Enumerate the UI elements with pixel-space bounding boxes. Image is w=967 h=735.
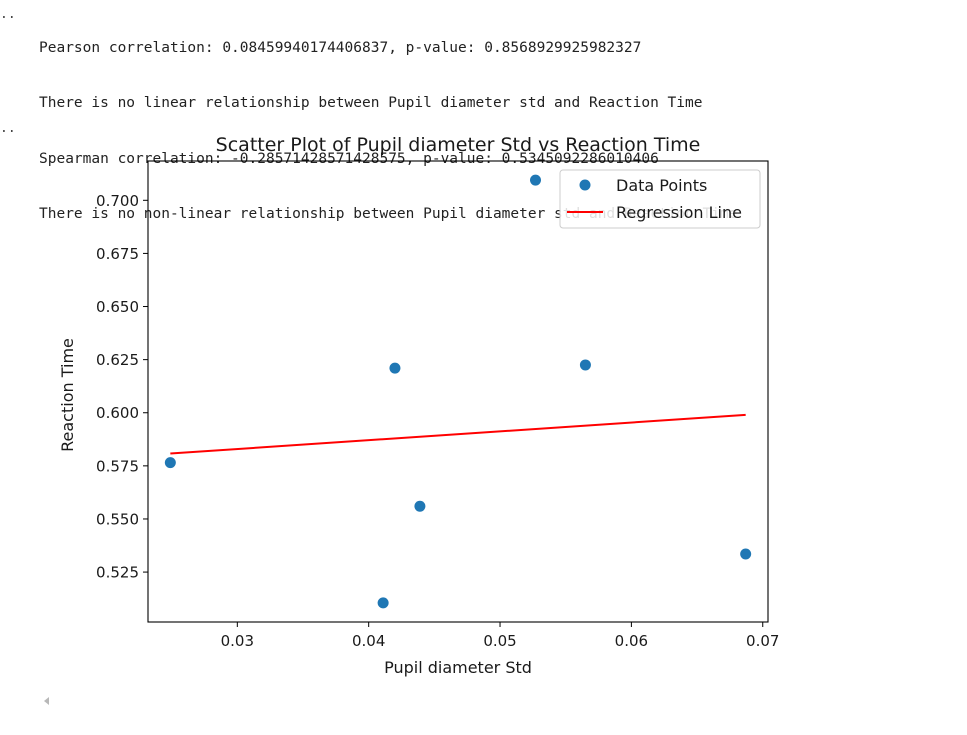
- scatter-chart: Scatter Plot of Pupil diameter Std vs Re…: [58, 134, 779, 677]
- stdout-text: Pearson correlation: 0.08459940174406837…: [39, 5, 737, 258]
- data-point: [377, 597, 389, 609]
- scroll-left-arrow-icon[interactable]: [44, 697, 49, 705]
- legend-marker-data-points: [579, 179, 591, 191]
- scatter-figure: Scatter Plot of Pupil diameter Std vs Re…: [50, 125, 790, 685]
- y-tick-label: 0.550: [96, 510, 139, 528]
- x-tick-label: 0.06: [615, 632, 648, 650]
- y-axis-ticks: 0.525 0.550 0.575 0.600 0.625 0.650 0.675 0.700: [96, 192, 148, 582]
- y-tick-label: 0.700: [96, 192, 139, 210]
- plot-frame: [147, 160, 769, 623]
- x-tick-label: 0.04: [352, 632, 385, 650]
- chart-title: Scatter Plot of Pupil diameter Std vs Re…: [216, 134, 701, 156]
- data-point: [389, 362, 401, 374]
- x-axis-ticks: 0.03 0.04 0.05 0.06 0.07: [221, 622, 779, 650]
- legend-box: [559, 169, 761, 229]
- data-point: [164, 457, 176, 469]
- x-tick-label: 0.03: [221, 632, 254, 650]
- output-prompt-top: ..: [0, 7, 16, 22]
- legend-label-data-points: Data Points: [616, 176, 707, 195]
- spearman-result-line: Spearman correlation: -0.285714285714285…: [39, 150, 659, 167]
- y-tick-label: 0.650: [96, 298, 139, 316]
- chart-series: [164, 174, 752, 609]
- y-tick-label: 0.625: [96, 351, 139, 369]
- data-point: [579, 359, 591, 371]
- linear-conclusion-line: There is no linear relationship between …: [39, 95, 703, 112]
- legend: Data Points Regression Line: [559, 169, 761, 229]
- y-tick-label: 0.600: [96, 404, 139, 422]
- output-prompt-bottom: ..: [0, 121, 16, 136]
- data-point: [530, 174, 541, 186]
- data-point: [414, 500, 426, 512]
- y-tick-label: 0.525: [96, 564, 139, 582]
- pearson-result-line: Pearson correlation: 0.08459940174406837…: [39, 40, 642, 56]
- x-tick-label: 0.07: [746, 632, 779, 650]
- y-tick-label: 0.675: [96, 245, 139, 263]
- regression-line: [170, 413, 746, 455]
- y-axis-label: Reaction Time: [58, 338, 77, 452]
- data-point: [740, 548, 752, 560]
- legend-label-regression-line: Regression Line: [616, 203, 742, 222]
- x-axis-label: Pupil diameter Std: [384, 658, 532, 677]
- y-tick-label: 0.575: [96, 457, 139, 475]
- x-tick-label: 0.05: [483, 632, 516, 650]
